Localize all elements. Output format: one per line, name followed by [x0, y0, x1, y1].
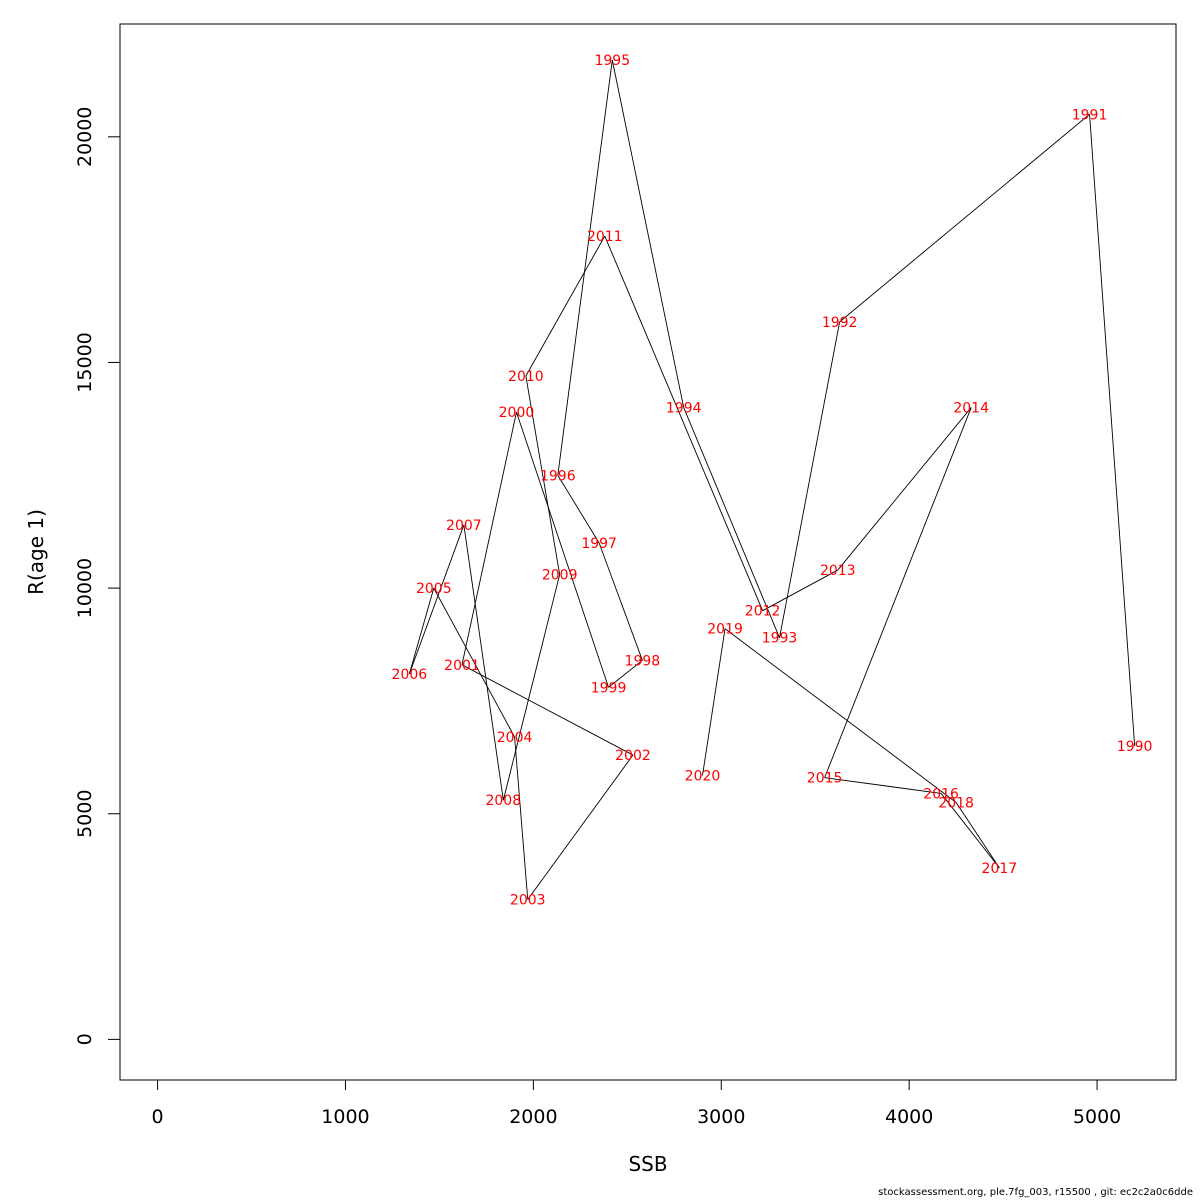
point-label: 2014: [953, 401, 989, 417]
point-label: 1991: [1072, 107, 1108, 123]
series-segment: [461, 412, 517, 665]
series-segment: [527, 754, 634, 900]
series-segment: [702, 628, 726, 776]
series-segment: [604, 235, 764, 611]
series-segment: [516, 411, 609, 688]
y-axis: 0 5000 10000 15000 20000: [74, 107, 121, 1045]
series-segment: [955, 802, 1000, 869]
y-tick-label: 10000: [74, 558, 96, 618]
series-path: [408, 60, 1136, 900]
series-segment: [940, 793, 1000, 869]
x-tick-label: 2000: [509, 1106, 557, 1128]
point-label: 2011: [587, 229, 623, 245]
point-label: 2005: [416, 581, 452, 597]
point-label: 2010: [508, 369, 544, 385]
point-label: 1995: [594, 53, 630, 69]
series-segment: [525, 375, 561, 575]
point-label: 1998: [625, 653, 661, 669]
point-label: 1997: [581, 536, 617, 552]
footer-source: stockassessment.org, ple.7fg_003, r15500…: [878, 1187, 1193, 1198]
x-tick-label: 0: [152, 1106, 164, 1128]
x-tick-label: 5000: [1073, 1106, 1121, 1128]
series-segment: [408, 587, 435, 674]
series-segment: [762, 569, 838, 612]
y-axis-title: R(age 1): [24, 509, 48, 595]
point-label: 2001: [444, 658, 480, 674]
series-segment: [839, 113, 1090, 323]
series-segment: [1089, 114, 1136, 747]
point-label: 2018: [938, 795, 974, 811]
x-axis-title: SSB: [628, 1152, 667, 1176]
series-segment: [557, 475, 600, 544]
point-label: 2019: [707, 622, 743, 638]
series-segment: [433, 587, 515, 738]
point-label: 1993: [762, 631, 798, 647]
point-label: 2004: [497, 730, 533, 746]
point-label: 1999: [591, 680, 627, 696]
point-label: 2020: [685, 768, 721, 784]
y-tick-label: 15000: [74, 332, 96, 392]
point-label: 1996: [540, 468, 576, 484]
series-segment: [683, 407, 780, 638]
series-segment: [525, 235, 606, 377]
point-label: 1992: [822, 315, 858, 331]
x-tick-label: 3000: [697, 1106, 745, 1128]
series-segment: [837, 407, 972, 571]
series-segment: [461, 664, 634, 756]
point-label: 2012: [745, 604, 781, 620]
series-segment: [611, 60, 685, 408]
point-label: 2009: [542, 568, 578, 584]
point-label: 2013: [820, 563, 856, 579]
point-label: 2000: [499, 405, 535, 421]
point-label: 2008: [485, 793, 521, 809]
series-segment: [463, 524, 504, 801]
point-label: 2006: [392, 667, 428, 683]
point-label: 2015: [807, 771, 843, 787]
point-label: 2017: [982, 861, 1018, 877]
series-segment: [724, 628, 957, 803]
point-label: 2003: [510, 892, 546, 908]
point-label: 1990: [1117, 739, 1153, 755]
series-segment: [779, 321, 841, 638]
point-label: 2007: [446, 518, 482, 534]
point-labels: 1990 1991 1992 1993 1994 1995 1996 1997 1998 1999…: [392, 53, 1153, 908]
series-segment: [824, 407, 972, 778]
series-segment: [598, 542, 643, 661]
plot-frame: [119, 23, 1177, 1081]
point-label: 2016: [923, 786, 959, 802]
x-axis: 0 1000 2000 3000 4000 5000: [152, 1079, 1121, 1128]
y-tick-label: 5000: [74, 790, 96, 838]
point-label: 2002: [615, 748, 651, 764]
series-segment: [608, 659, 643, 688]
x-tick-label: 4000: [885, 1106, 933, 1128]
series-segment: [514, 736, 529, 900]
x-tick-label: 1000: [321, 1106, 369, 1128]
series-segment: [408, 524, 465, 675]
series-segment: [557, 60, 613, 476]
series-segment: [824, 777, 942, 794]
point-label: 1994: [666, 401, 702, 417]
y-tick-label: 0: [74, 1033, 96, 1045]
y-tick-label: 20000: [74, 107, 96, 167]
series-segment: [502, 574, 561, 801]
